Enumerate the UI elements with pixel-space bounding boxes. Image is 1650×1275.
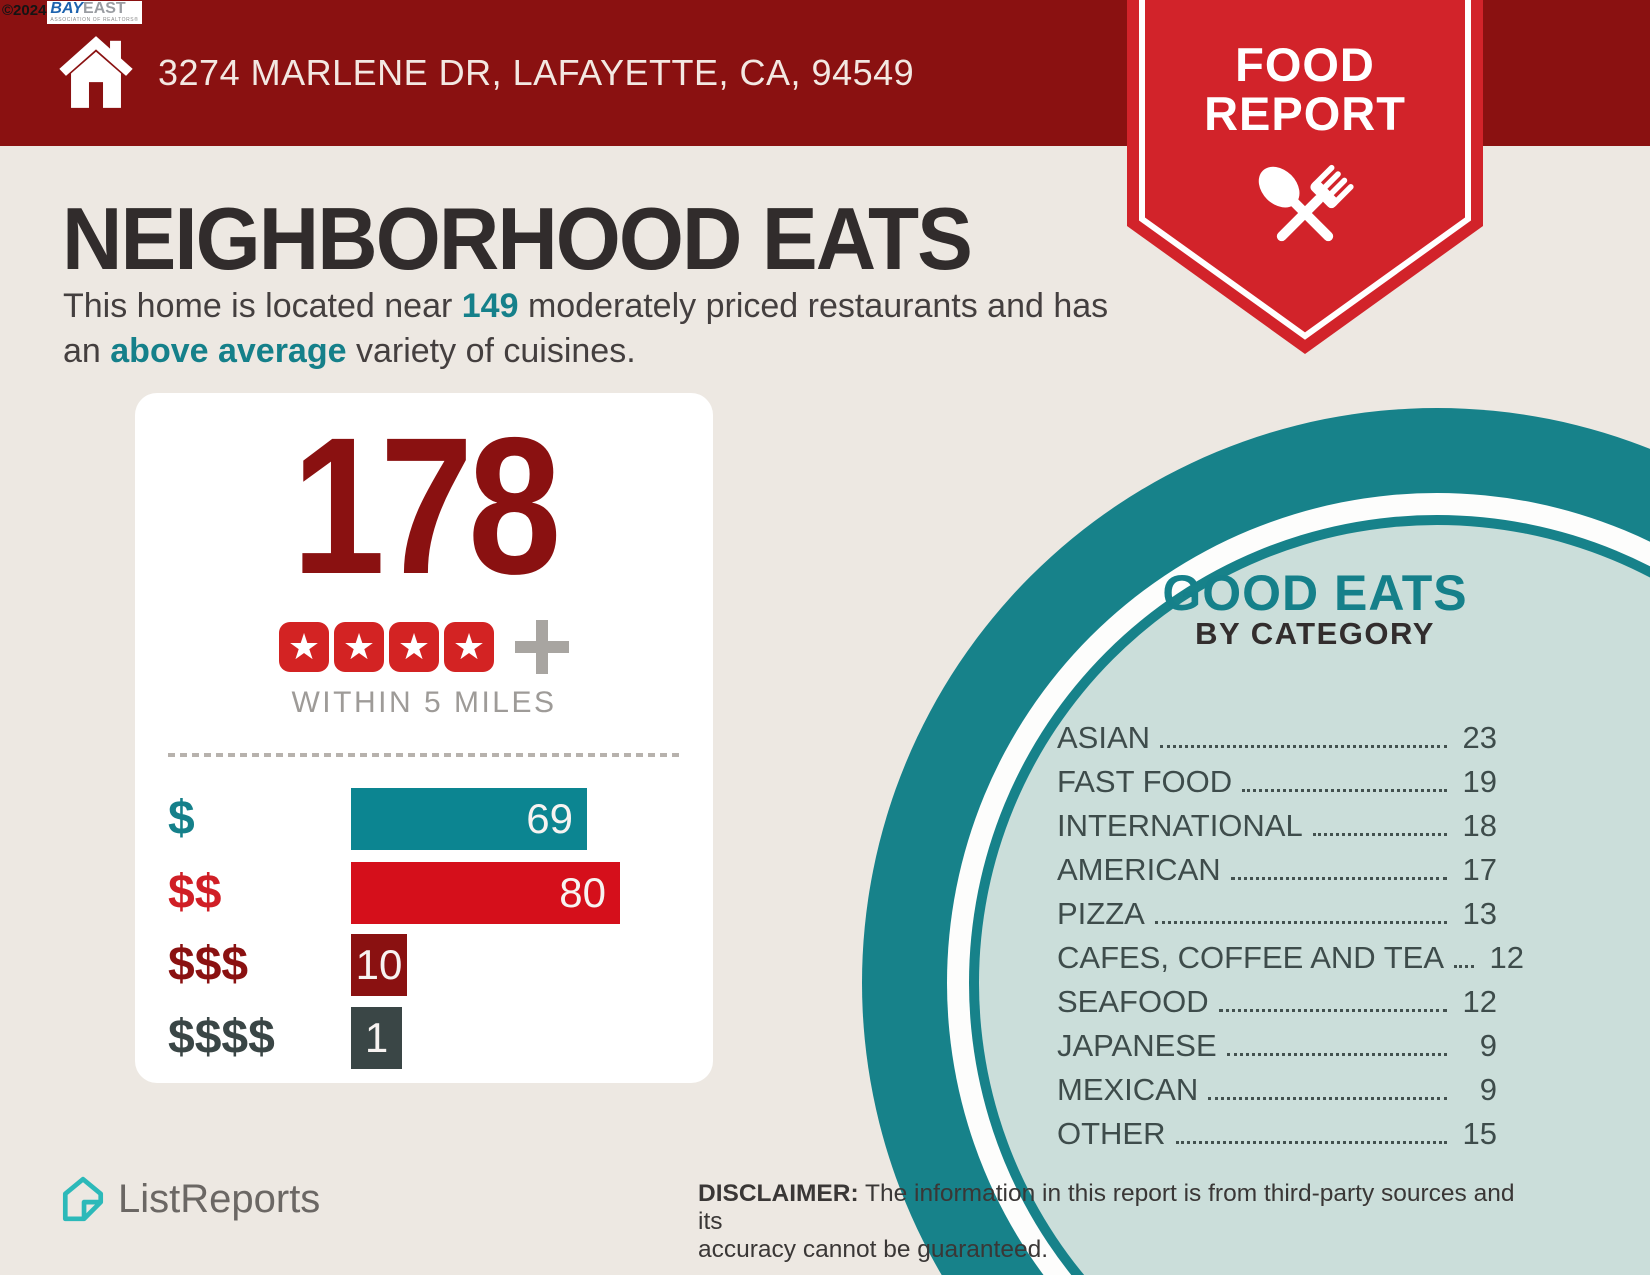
total-restaurants-value: 178 xyxy=(291,397,561,615)
copyright-text: ©2024 xyxy=(2,2,47,19)
category-row: SEAFOOD 12 xyxy=(1057,975,1497,1019)
dotted-leader xyxy=(1454,965,1475,968)
ribbon-title-line1: FOOD xyxy=(1235,38,1375,91)
category-row: JAPANESE 9 xyxy=(1057,1019,1497,1063)
ribbon-title: FOOD REPORT xyxy=(1127,40,1483,138)
category-value: 9 xyxy=(1479,1072,1497,1108)
listreports-wordmark: ListReports xyxy=(118,1176,321,1221)
bar-value: 1 xyxy=(364,1014,389,1061)
price-tier-row: $ 69 xyxy=(168,788,693,850)
category-row: INTERNATIONAL 18 xyxy=(1057,799,1497,843)
dotted-leader xyxy=(1160,745,1447,748)
dotted-leader xyxy=(1312,833,1447,836)
price-tier-label: $$ xyxy=(168,866,222,919)
bar-value: 80 xyxy=(559,869,606,916)
category-value: 9 xyxy=(1479,1028,1497,1064)
intro-text-middle: moderately priced restaurants and has an xyxy=(63,287,1109,370)
bayeast-subtext: ASSOCIATION OF REALTORS® xyxy=(50,17,139,23)
category-label: CAFES, COFFEE AND TEA xyxy=(1057,940,1445,976)
category-value: 13 xyxy=(1462,896,1497,932)
dotted-leader xyxy=(1175,1141,1447,1144)
category-label: SEAFOOD xyxy=(1057,984,1209,1020)
category-value: 19 xyxy=(1462,764,1497,800)
star-icon: ★ xyxy=(334,622,384,672)
good-eats-title: GOOD EATS xyxy=(1162,565,1468,621)
category-row: PIZZA 13 xyxy=(1057,887,1497,931)
plus-icon xyxy=(515,620,569,674)
bar-value: 69 xyxy=(526,795,573,842)
category-label: JAPANESE xyxy=(1057,1028,1217,1064)
disclaimer: DISCLAIMER: The information in this repo… xyxy=(698,1180,1538,1264)
star-icon: ★ xyxy=(444,622,494,672)
star-icon: ★ xyxy=(279,622,329,672)
bayeast-east-text: EAST xyxy=(83,0,126,17)
restaurant-stats-card: 178 ★ ★ ★ ★ WITHIN 5 MILES $ 69 $$ 80 $$… xyxy=(135,393,713,1083)
ribbon-title-line2: REPORT xyxy=(1204,87,1406,140)
bayeast-bay-text: BAY xyxy=(50,0,84,17)
category-value: 12 xyxy=(1489,940,1525,976)
price-tier-label: $$$$ xyxy=(168,1011,275,1064)
dashed-divider xyxy=(168,753,680,757)
property-address: 3274 MARLENE DR, LAFAYETTE, CA, 94549 xyxy=(158,52,915,93)
price-tier-label: $$$ xyxy=(168,938,249,991)
price-tier-bar: 80 xyxy=(351,862,620,924)
category-label: ASIAN xyxy=(1057,720,1151,756)
dotted-leader xyxy=(1218,1009,1447,1012)
listreports-house-icon xyxy=(62,1176,104,1222)
price-tier-row: $$$ 10 xyxy=(168,934,693,996)
disclaimer-label: DISCLAIMER: xyxy=(698,1180,859,1207)
utensils-icon xyxy=(1258,164,1354,242)
bayeast-logo-box: BAY EAST ASSOCIATION OF REALTORS® xyxy=(47,0,142,24)
category-row: FAST FOOD 19 xyxy=(1057,755,1497,799)
within-miles-label: WITHIN 5 MILES xyxy=(291,686,557,719)
variety-highlight: above average xyxy=(110,332,347,370)
star-rating: ★ ★ ★ ★ xyxy=(135,620,713,674)
category-label: PIZZA xyxy=(1057,896,1145,932)
disclaimer-text-line1: The information in this report is from t… xyxy=(698,1180,1515,1235)
category-value: 12 xyxy=(1462,984,1497,1020)
bar-value: 10 xyxy=(355,941,403,988)
page-title: NEIGHBORHOOD EATS xyxy=(62,189,973,288)
bayeast-logo: ©2024 BAY EAST ASSOCIATION OF REALTORS® xyxy=(2,1,142,24)
price-tier-row: $$$$ 1 xyxy=(168,1007,693,1069)
category-label: MEXICAN xyxy=(1057,1072,1199,1108)
category-value: 23 xyxy=(1462,720,1497,756)
category-row: MEXICAN 9 xyxy=(1057,1063,1497,1107)
category-value: 17 xyxy=(1462,852,1497,888)
category-label: AMERICAN xyxy=(1057,852,1221,888)
category-label: FAST FOOD xyxy=(1057,764,1233,800)
dotted-leader xyxy=(1230,877,1447,880)
good-eats-category-list: ASIAN 23 FAST FOOD 19 INTERNATIONAL 18 A… xyxy=(1057,711,1524,1151)
category-value: 18 xyxy=(1462,808,1497,844)
dotted-leader xyxy=(1242,789,1447,792)
category-value: 15 xyxy=(1462,1116,1497,1152)
good-eats-subtitle: BY CATEGORY xyxy=(1195,616,1435,651)
home-icon xyxy=(59,36,133,108)
category-row: ASIAN 23 xyxy=(1057,711,1497,755)
intro-paragraph: This home is located near 149 moderately… xyxy=(63,284,1128,374)
price-tier-bar: 69 xyxy=(351,788,587,850)
category-row: AMERICAN 17 xyxy=(1057,843,1497,887)
intro-text-before: This home is located near xyxy=(63,287,462,325)
intro-text-after: variety of cuisines. xyxy=(346,332,636,370)
star-icon: ★ xyxy=(389,622,439,672)
disclaimer-text-line2: accuracy cannot be guaranteed. xyxy=(698,1236,1049,1263)
category-row: CAFES, COFFEE AND TEA 12 xyxy=(1057,931,1524,976)
category-label: INTERNATIONAL xyxy=(1057,808,1303,844)
dotted-leader xyxy=(1208,1097,1447,1100)
category-row: OTHER 15 xyxy=(1057,1107,1497,1151)
price-tier-row: $$ 80 xyxy=(168,862,693,924)
dotted-leader xyxy=(1154,921,1447,924)
ribbon-shape xyxy=(1127,0,1483,354)
dotted-leader xyxy=(1226,1053,1447,1056)
price-tier-bar: 1 xyxy=(351,1007,402,1069)
category-label: OTHER xyxy=(1057,1116,1166,1152)
listreports-logo: ListReports xyxy=(58,1174,320,1224)
food-report-ribbon: FOOD REPORT xyxy=(1127,0,1483,356)
restaurant-count-highlight: 149 xyxy=(461,287,519,325)
price-tier-bar: 10 xyxy=(351,934,407,996)
price-tier-label: $ xyxy=(168,792,195,845)
